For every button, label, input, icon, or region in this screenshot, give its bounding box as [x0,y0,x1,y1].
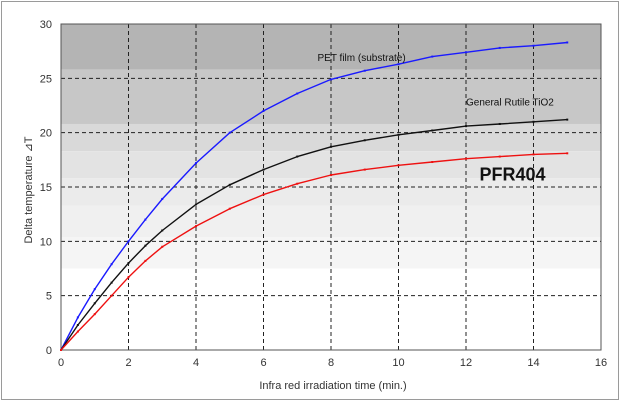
series-point-1 [228,183,231,186]
series-point-0 [296,92,299,95]
series-point-2 [465,157,467,160]
series-point-2 [60,349,62,351]
y-tick-label: 25 [40,73,52,85]
annotation-2: PFR404 [480,164,546,184]
series-point-1 [566,118,569,121]
plot-border [60,23,602,351]
series-point-1 [195,203,197,206]
series-point-0 [144,218,147,221]
x-tick-label: 6 [260,357,266,369]
series-point-0 [465,51,467,54]
x-tick-label: 8 [328,357,334,369]
series-point-1 [262,168,265,171]
series-point-0 [431,55,434,58]
annotation-0: PET film (substrate) [318,53,406,64]
x-tick-label: 4 [193,357,199,369]
x-tick-label: 12 [460,357,472,369]
series-point-2 [330,174,332,177]
x-axis-label: Infra red irradiation time (min.) [259,380,406,392]
series-point-1 [161,229,164,232]
series-point-2 [127,276,130,279]
series-point-1 [363,139,366,142]
series-point-0 [127,240,130,243]
y-tick-label: 5 [46,291,52,303]
series-point-1 [93,302,96,305]
series-point-1 [397,133,400,136]
series-point-0 [498,46,501,49]
series-point-2 [363,168,366,171]
series-point-0 [161,197,164,200]
series-point-1 [532,120,535,123]
x-tick-label: 10 [392,357,404,369]
annotation-1: General Rutile TiO2 [466,98,554,109]
series-point-0 [363,69,366,72]
series-point-1 [330,145,332,148]
series-point-0 [76,316,79,319]
series-point-2 [431,161,434,164]
series-point-1 [296,155,299,158]
series-point-2 [532,153,535,156]
series-point-0 [532,44,535,47]
series-point-2 [161,245,164,248]
y-tick-label: 30 [40,19,52,31]
series-point-0 [330,78,332,81]
x-tick-label: 0 [58,357,64,369]
x-tick-label: 16 [595,357,607,369]
series-point-2 [566,152,569,155]
series-point-0 [566,41,569,44]
series-point-2 [195,225,197,228]
series-point-2 [110,294,113,297]
y-axis-label: Delta temperature ⊿T [23,136,35,243]
series-point-1 [498,122,501,125]
y-tick-label: 15 [40,182,52,194]
series-point-2 [397,164,400,167]
series-point-0 [93,288,96,291]
series-point-2 [296,182,299,185]
series-point-1 [431,129,434,132]
x-tick-label: 14 [527,357,539,369]
x-tick-label: 2 [125,357,131,369]
series-point-2 [144,259,147,262]
series-point-1 [144,244,147,247]
series-point-2 [76,330,79,333]
series-point-0 [228,131,231,134]
series-point-0 [397,63,400,66]
series-point-1 [76,324,79,327]
series-point-2 [93,313,96,316]
series-point-2 [498,155,501,158]
series-point-1 [110,281,113,284]
series-point-2 [228,207,231,210]
y-tick-label: 10 [40,236,52,248]
y-tick-label: 0 [46,345,52,357]
series-point-0 [195,162,197,165]
series-point-1 [127,262,130,265]
series-point-0 [262,109,265,112]
series-point-0 [110,263,113,266]
series-point-1 [465,125,467,128]
y-tick-label: 20 [40,128,52,140]
series-point-2 [262,193,265,196]
